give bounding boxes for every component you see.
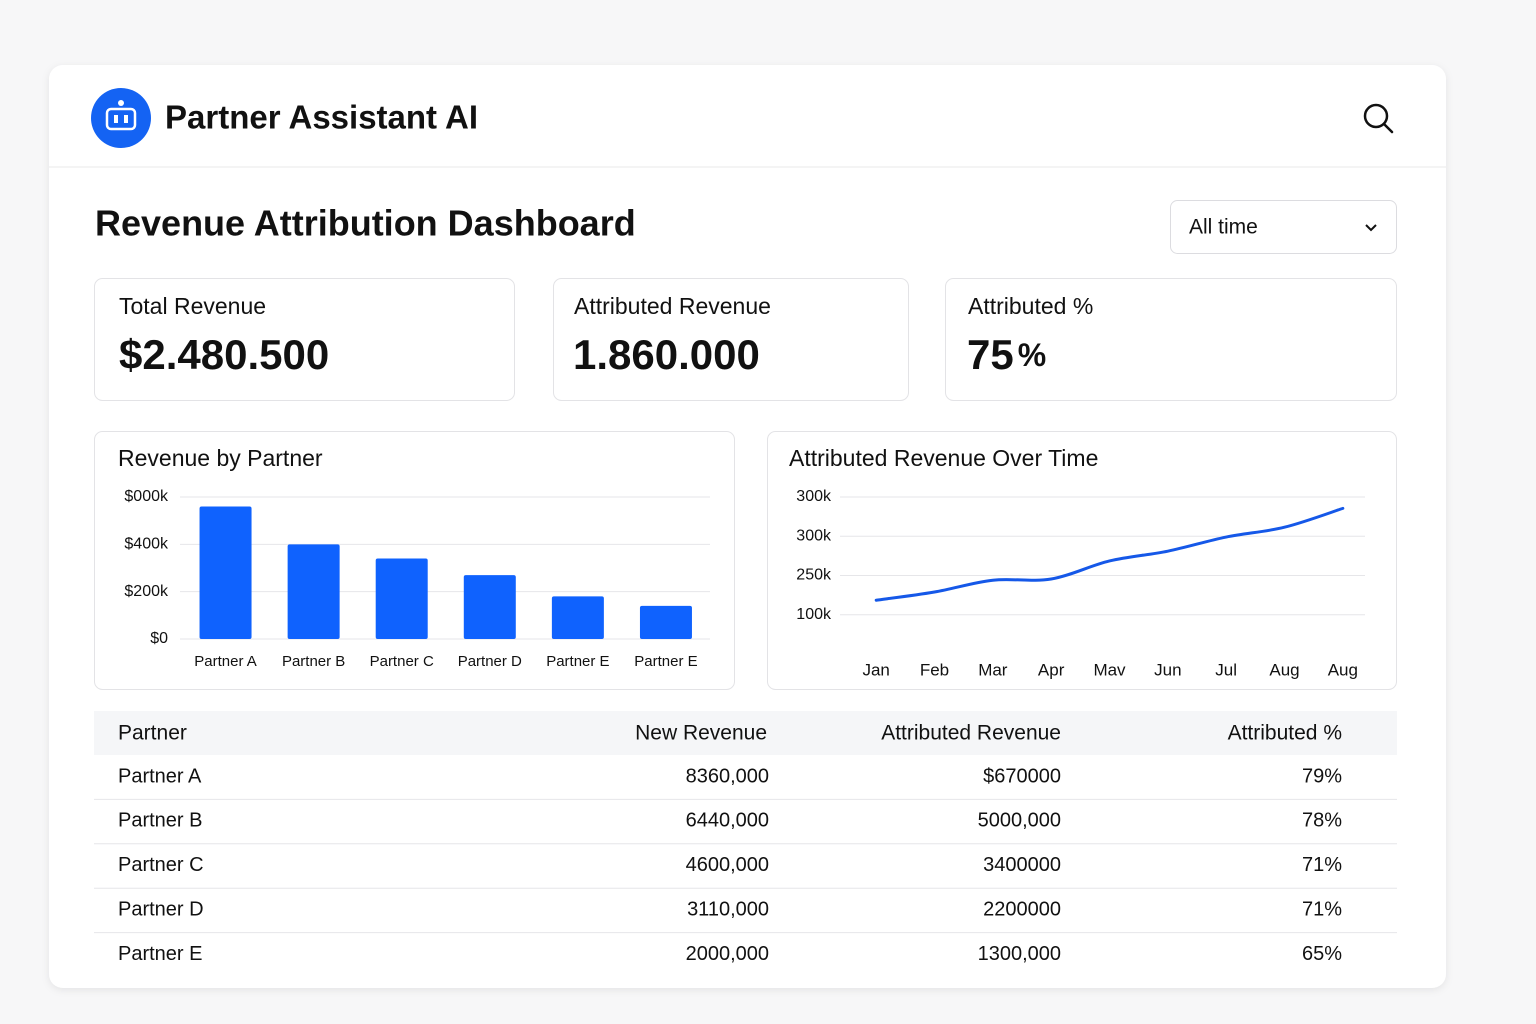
time-filter-dropdown[interactable]: All time xyxy=(1170,200,1397,254)
bar xyxy=(639,605,692,639)
table-cell: 65% xyxy=(1302,943,1342,965)
x-tick-label: Apr xyxy=(1038,660,1065,679)
table: Partner New Revenue Attributed Revenue Attr… xyxy=(94,722,1397,965)
table-cell: 71% xyxy=(1302,854,1342,876)
kpi-card xyxy=(94,278,515,401)
table-cell: Partner B xyxy=(118,810,202,832)
x-tick-label: Jan xyxy=(862,660,889,679)
table-cell: Partner C xyxy=(118,854,204,876)
column-header: Attributed Revenue xyxy=(881,722,1061,745)
chart-title: Revenue by Partner xyxy=(118,445,323,471)
table-cell: 78% xyxy=(1302,810,1342,832)
y-tick-label: $0 xyxy=(150,630,168,647)
bar xyxy=(375,558,428,639)
filter-label: All time xyxy=(1189,216,1258,239)
chart-card xyxy=(767,431,1397,690)
table-cell: 6440,000 xyxy=(686,810,769,832)
column-header: Partner xyxy=(118,722,187,745)
kpi-value: $2.480.500 xyxy=(119,331,329,378)
table-cell: Partner E xyxy=(118,943,202,965)
x-tick-label: Mav xyxy=(1093,660,1126,679)
table-cell: $670000 xyxy=(983,765,1061,787)
bar xyxy=(199,506,252,639)
table-cell: 79% xyxy=(1302,765,1342,787)
table-cell: 5000,000 xyxy=(978,810,1061,832)
x-tick-label: Partner D xyxy=(458,653,522,670)
table-cell: 71% xyxy=(1302,898,1342,920)
x-tick-label: Jun xyxy=(1154,660,1181,679)
kpi-card xyxy=(553,278,909,401)
table-cell: 1300,000 xyxy=(978,943,1061,965)
table-cell: 2000,000 xyxy=(686,943,769,965)
kpi-value: 1.860.000 xyxy=(573,331,760,378)
x-tick-label: Partner E xyxy=(546,653,609,670)
kpi-value: 75% xyxy=(967,331,1046,378)
kpi-number: 75 xyxy=(967,331,1014,378)
charts: Revenue by Partner $0 $200k $400k $000k Partn… xyxy=(118,445,1365,679)
x-tick-label: Jul xyxy=(1215,660,1237,679)
y-tick-label: 300k xyxy=(796,527,832,544)
chart-title: Attributed Revenue Over Time xyxy=(789,445,1098,471)
kpi-label: Total Revenue xyxy=(119,293,266,319)
kpi-label: Attributed Revenue xyxy=(574,293,771,319)
y-tick-label: $200k xyxy=(124,583,169,600)
bar xyxy=(287,544,340,639)
y-tick-label: $000k xyxy=(124,488,169,505)
table-cell: 3110,000 xyxy=(687,898,769,920)
table-cell: 8360,000 xyxy=(686,765,769,787)
table-cell: Partner A xyxy=(118,765,202,787)
table-header-background xyxy=(94,711,1397,755)
table-cell: 3400000 xyxy=(983,854,1061,876)
bar xyxy=(551,596,604,639)
kpi-unit: % xyxy=(1018,337,1046,373)
y-tick-label: $400k xyxy=(124,536,169,553)
line-series xyxy=(874,506,1345,602)
x-tick-label: Partner C xyxy=(370,653,434,670)
dashboard-title: Revenue Attribution Dashboard xyxy=(95,203,636,244)
bar xyxy=(463,575,516,639)
app-title: Partner Assistant AI xyxy=(165,99,478,136)
x-tick-label: Feb xyxy=(920,660,949,679)
x-tick-label: Partner B xyxy=(282,653,345,670)
table-cell: 2200000 xyxy=(983,898,1061,920)
logo xyxy=(91,88,151,148)
x-tick-label: Partner A xyxy=(194,653,257,670)
search-button[interactable] xyxy=(1363,103,1394,134)
y-tick-label: 300k xyxy=(796,488,832,505)
table-cell: Partner D xyxy=(118,898,204,920)
column-header: New Revenue xyxy=(635,722,767,745)
y-tick-label: 250k xyxy=(796,567,832,584)
chevron xyxy=(1365,224,1377,232)
x-tick-label: Aug xyxy=(1269,660,1299,679)
x-tick-label: Partner E xyxy=(634,653,697,670)
kpi-label: Attributed % xyxy=(968,293,1093,319)
table-cell: 4600,000 xyxy=(686,854,769,876)
x-tick-label: Mar xyxy=(978,660,1008,679)
column-header: Attributed % xyxy=(1228,722,1342,745)
x-tick-label: Aug xyxy=(1328,660,1358,679)
kpi-card xyxy=(945,278,1397,401)
y-tick-label: 100k xyxy=(796,606,832,623)
